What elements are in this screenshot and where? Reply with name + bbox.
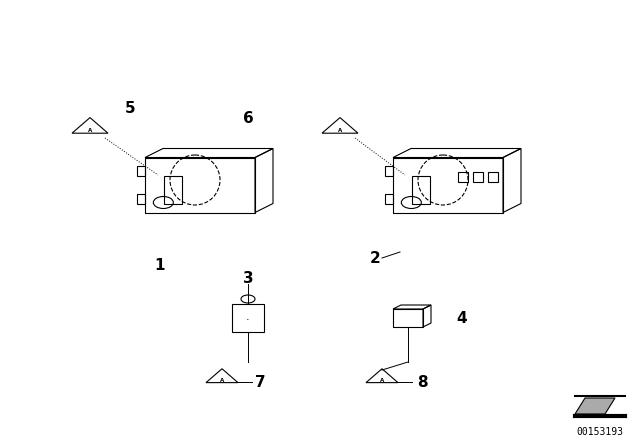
Text: 6: 6 bbox=[243, 111, 253, 125]
Text: A: A bbox=[380, 378, 384, 383]
Bar bbox=[412, 176, 429, 204]
Bar bbox=[163, 176, 182, 204]
Text: 5: 5 bbox=[125, 100, 135, 116]
Bar bbox=[488, 172, 498, 182]
Text: A: A bbox=[338, 128, 342, 133]
Text: A: A bbox=[220, 378, 224, 383]
Text: A: A bbox=[88, 128, 92, 133]
Text: 2: 2 bbox=[370, 250, 380, 266]
Bar bbox=[458, 172, 468, 182]
Text: 1: 1 bbox=[155, 258, 165, 272]
Text: ·: · bbox=[246, 315, 250, 325]
Bar bbox=[473, 172, 483, 182]
Text: 8: 8 bbox=[417, 375, 428, 389]
Polygon shape bbox=[575, 398, 615, 414]
Bar bbox=[232, 304, 264, 332]
Text: 7: 7 bbox=[255, 375, 266, 389]
Text: 3: 3 bbox=[243, 271, 253, 285]
Text: 4: 4 bbox=[457, 310, 467, 326]
Text: 00153193: 00153193 bbox=[577, 427, 623, 437]
